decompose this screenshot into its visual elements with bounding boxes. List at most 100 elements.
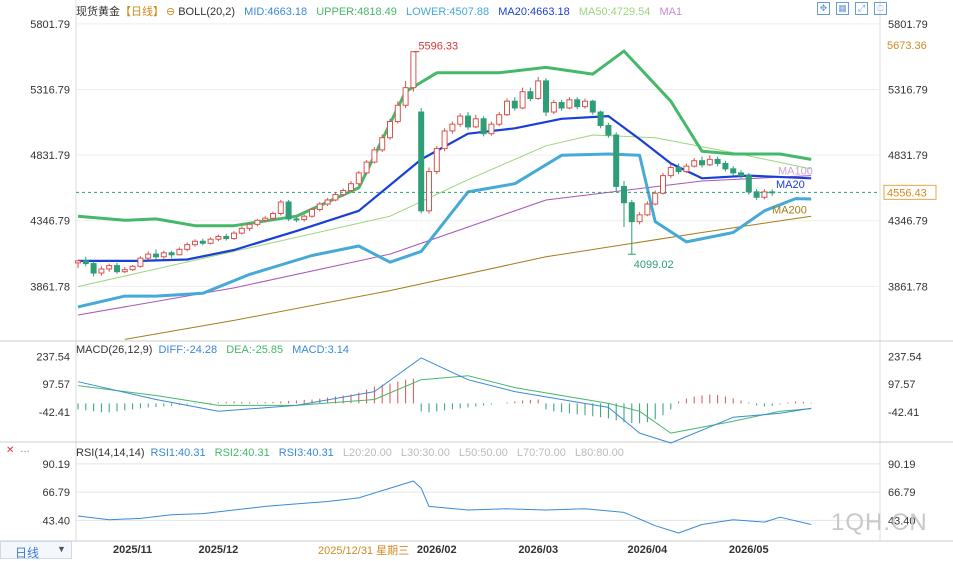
candle-body [293, 218, 300, 221]
y-tick-label-left: 3861.78 [30, 281, 70, 293]
candle-body [324, 199, 331, 205]
date-highlight: 2025/12/31 星期三 [318, 545, 410, 557]
main-header: 现货黄金【日线】 ⊖ BOLL(20,2) MID:4663.18 UPPER:48… [76, 3, 688, 19]
candle-body [137, 257, 144, 267]
candle-body [184, 244, 191, 250]
candle-body [589, 100, 596, 113]
candle-body [348, 183, 354, 192]
y-tick-label-right: 3861.78 [888, 281, 928, 293]
candle-body [129, 265, 136, 271]
candle-body [683, 165, 690, 173]
candle-body [301, 215, 308, 221]
period-button[interactable]: 日线 ▼ [0, 541, 72, 560]
y-tick-label-left: 4831.79 [30, 150, 70, 162]
panel-close-icon[interactable]: ✕ [6, 445, 15, 456]
candle-body [246, 223, 253, 229]
candle-body [309, 208, 315, 217]
rsi-tick-left: 90.19 [42, 459, 70, 471]
candle-body [285, 201, 292, 220]
candle-body [582, 100, 588, 108]
boll-label: BOLL(20,2) [178, 6, 236, 18]
rsi-tick-right: 90.19 [888, 459, 916, 471]
candle-body [394, 104, 401, 122]
settings-icon[interactable]: ⊖ [166, 6, 176, 18]
rsi-panel[interactable] [77, 480, 812, 534]
x-tick-label: 2026/05 [729, 544, 769, 556]
candle-body [332, 194, 339, 201]
x-tick-label: 2025/11 [113, 544, 152, 556]
current-price-box [883, 184, 937, 200]
candle-body [121, 269, 128, 273]
candle-body [441, 130, 448, 150]
candle-body [153, 253, 159, 258]
candlestick-panel[interactable]: 5596.33 4099.02 4556.43 5673.36 MA100 MA20 MA2… [75, 40, 937, 340]
ma200-line [124, 215, 812, 340]
ma1-value: MA1 [659, 6, 683, 18]
high-label: 5596.33 [418, 41, 458, 53]
y-tick-label-left: 5316.79 [30, 84, 70, 96]
candle-body [355, 172, 362, 185]
macd-dea: DEA:-25.85 [226, 344, 284, 356]
candle-body [402, 87, 409, 106]
candle-body [511, 100, 518, 109]
rsi-tick-left: 66.79 [42, 487, 70, 499]
candle-body [316, 203, 323, 210]
candle-body [192, 240, 198, 246]
candle-body [207, 238, 214, 244]
candle-body [761, 191, 768, 198]
rsi3-value: RSI3:40.31 [278, 447, 334, 459]
x-tick-label: 2026/02 [417, 544, 457, 556]
candle-body [722, 162, 729, 170]
candle-body [628, 202, 635, 223]
x-tick-label: 2026/03 [518, 544, 558, 556]
candle-body [519, 91, 526, 109]
candle-body [238, 227, 245, 234]
rsi-l30: L30:30.00 [400, 447, 450, 459]
rsi-header: RSI(14,14,14) RSI1:40.31 RSI2:40.31 RSI3… [76, 447, 630, 459]
candle-body [363, 161, 370, 174]
rsi-title: RSI(14,14,14) [76, 447, 145, 459]
candle-body [371, 149, 378, 163]
candle-body [550, 102, 557, 113]
candle-body [160, 252, 167, 258]
candle-body [387, 120, 393, 139]
candle-body [433, 148, 440, 173]
x-tick-label: 2026/04 [628, 544, 669, 556]
candle-body [426, 171, 432, 212]
candle-body [496, 114, 503, 125]
macd-tick-left: 97.57 [42, 379, 70, 391]
candle-body [199, 240, 206, 244]
candle-body [745, 175, 752, 193]
upper-value: UPPER:4818.49 [316, 6, 397, 18]
window-controls: ✥ ▦ ⤢ □ [811, 2, 887, 15]
fullscreen-icon[interactable]: ⤢ [855, 2, 868, 15]
candle-body [636, 214, 643, 223]
rsi-line [77, 480, 812, 534]
grid-icon[interactable]: ▦ [836, 2, 849, 15]
candle-body [714, 158, 721, 164]
period-label[interactable]: 【日线】 [120, 6, 164, 18]
candle-body [652, 192, 659, 205]
macd-tick-left: -42.41 [39, 407, 70, 419]
maximize-icon[interactable]: □ [874, 2, 887, 15]
candle-body [90, 263, 97, 274]
macd-tick-right: 237.54 [888, 351, 922, 363]
macd-panel[interactable] [77, 357, 812, 444]
rsi-menu-icon[interactable]: … [20, 444, 30, 455]
macd-diff-line [77, 357, 812, 444]
candle-body [574, 99, 581, 108]
rsi-l20: L20:20.00 [342, 447, 392, 459]
boll-lower-line [77, 152, 812, 309]
chevron-down-icon: ▼ [57, 544, 66, 554]
ma20-value: MA20:4663.18 [498, 6, 570, 18]
ma100-label: MA100 [778, 165, 813, 177]
candle-body [449, 123, 456, 132]
candle-body [621, 185, 627, 204]
candle-body [691, 160, 698, 167]
watermark: 1QH.CN [831, 509, 928, 536]
boll-upper-line [77, 49, 812, 228]
expand-icon[interactable]: ✥ [817, 2, 830, 15]
candle-body [706, 158, 713, 166]
x-tick-label: 2025/12 [199, 544, 239, 556]
